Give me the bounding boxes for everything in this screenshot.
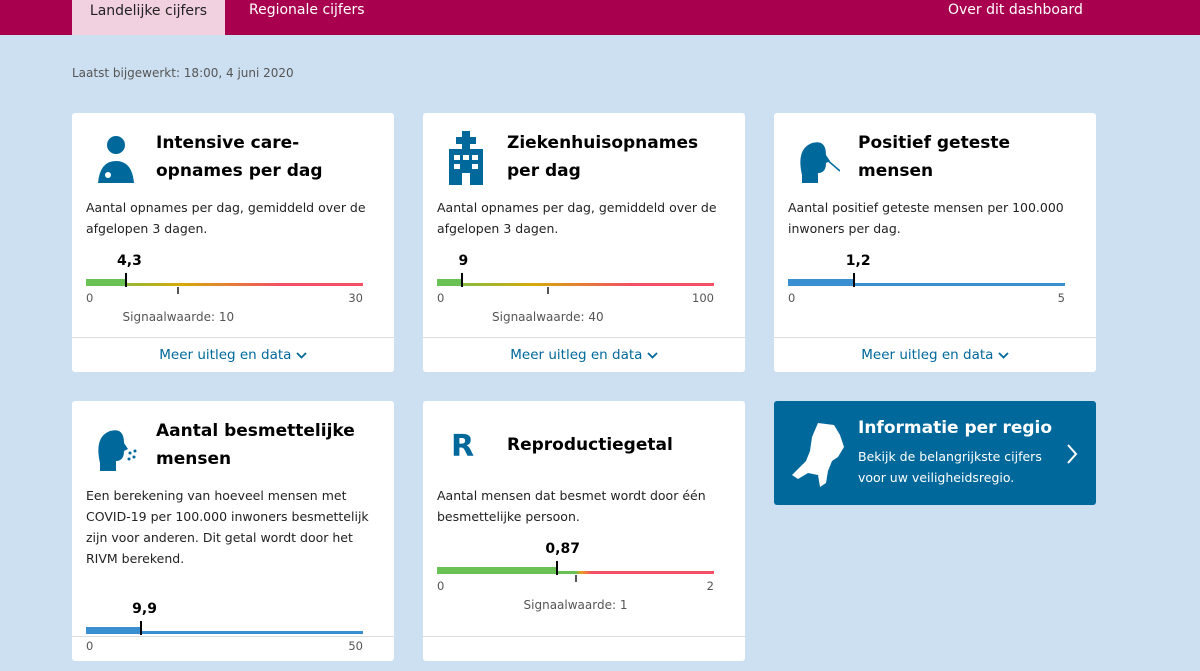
gauge-value: 9,9 — [132, 601, 157, 617]
signal-label: Signaalwaarde: 1 — [523, 598, 628, 612]
chevron-down-icon — [296, 352, 307, 359]
gauge-value-marker — [124, 273, 127, 287]
card-title: Intensive care-opnames per dag — [156, 133, 323, 181]
gauge: 4,3 Signaalwaarde: 10 0 30 — [86, 253, 363, 324]
gauge-fill — [86, 279, 126, 286]
gauge-value: 0,87 — [545, 541, 580, 557]
gauge-value-marker — [460, 273, 463, 287]
gauge-min: 0 — [788, 291, 796, 305]
card-description: Aantal opnames per dag, gemiddeld over d… — [86, 200, 366, 236]
more-info-label: Meer uitleg en data — [510, 347, 643, 363]
card-description: Aantal opnames per dag, gemiddeld over d… — [437, 200, 717, 236]
more-info-button[interactable]: Meer uitleg en data — [423, 337, 745, 372]
gauge-value-marker — [853, 273, 856, 287]
gauge-value-marker — [139, 621, 142, 635]
infectious-person-icon — [94, 419, 138, 473]
region-desc: Bekijk de belangrijkste cijfers voor uw … — [858, 449, 1042, 485]
signal-label: Signaalwaarde: 40 — [492, 310, 604, 324]
chevron-down-icon — [647, 352, 658, 359]
gauge-fill — [86, 627, 141, 634]
card-description: Aantal mensen dat besmet wordt door één … — [437, 488, 706, 524]
gauge: 9 Signaalwaarde: 40 0 100 — [437, 253, 714, 324]
card-title: Ziekenhuisopnames per dag — [507, 133, 699, 181]
tab-landelijke-cijfers[interactable]: Landelijke cijfers — [72, 0, 225, 35]
more-info-button[interactable]: Meer uitleg en data — [774, 337, 1096, 372]
gauge-track — [437, 283, 714, 286]
signal-marker — [546, 287, 549, 294]
gauge-track — [86, 283, 363, 286]
card-footer-divider — [423, 636, 745, 671]
about-dashboard-link[interactable]: Over dit dashboard — [948, 2, 1083, 18]
gauge-max: 100 — [692, 291, 714, 305]
more-info-label: Meer uitleg en data — [861, 347, 994, 363]
signal-label: Signaalwaarde: 10 — [122, 310, 235, 324]
metric-card: Ziekenhuisopnames per dag Aantal opnames … — [423, 113, 745, 372]
more-info-button[interactable]: Meer uitleg en data — [72, 337, 394, 372]
gauge-max: 30 — [348, 291, 363, 305]
doctor-icon — [94, 131, 138, 185]
signal-marker — [574, 575, 577, 582]
card-title: Aantal besmettelijke mensen — [156, 421, 355, 469]
hospital-icon — [445, 131, 489, 185]
metric-card: Intensive care-opnames per dag Aantal opn… — [72, 113, 394, 372]
chevron-down-icon — [998, 352, 1009, 359]
gauge-min: 0 — [437, 579, 445, 593]
more-info-label: Meer uitleg en data — [159, 347, 292, 363]
gauge-max: 5 — [1057, 291, 1065, 305]
card-title: Positief geteste mensen — [858, 133, 1011, 181]
gauge-min: 0 — [86, 291, 94, 305]
card-description: Een berekening van hoeveel mensen met CO… — [86, 488, 369, 566]
last-updated: Laatst bijgewerkt: 18:00, 4 juni 2020 — [72, 66, 294, 80]
gauge-value-marker — [556, 561, 559, 575]
region-title: Informatie per regio — [858, 418, 1053, 438]
signal-marker — [177, 287, 180, 294]
gauge-min: 0 — [437, 291, 445, 305]
metric-card: R Reproductiegetal Aantal mensen dat besme… — [423, 401, 745, 661]
gauge-fill — [437, 279, 462, 286]
gauge-fill — [788, 279, 855, 286]
gauge-value: 1,2 — [845, 253, 871, 269]
gauge-track — [788, 283, 1065, 286]
region-info-card[interactable]: Informatie per regio Bekijk de belangrij… — [774, 401, 1096, 505]
chevron-right-icon — [1067, 444, 1078, 464]
top-nav: Landelijke cijfers Regionale cijfers Ove… — [0, 0, 1200, 35]
gauge: 0,87 Signaalwaarde: 1 0 2 — [437, 541, 714, 612]
metric-card: Positief geteste mensen Aantal positief g… — [774, 113, 1096, 372]
gauge-max: 2 — [706, 579, 714, 593]
gauge-value: 9 — [458, 253, 469, 269]
gauge-value: 4,3 — [117, 253, 142, 269]
card-footer-divider — [72, 636, 394, 671]
gauge: 1,2 0 5 — [788, 253, 1065, 313]
metric-card: Aantal besmettelijke mensen Een berekenin… — [72, 401, 394, 661]
netherlands-map-icon — [792, 423, 844, 487]
gauge-track — [437, 571, 714, 574]
card-title: Reproductiegetal — [507, 435, 673, 455]
r-letter-icon: R — [451, 429, 475, 464]
test-swab-icon — [796, 131, 841, 185]
tab-regionale-cijfers[interactable]: Regionale cijfers — [249, 2, 365, 18]
gauge-fill — [437, 567, 558, 574]
card-description: Aantal positief geteste mensen per 100.0… — [788, 200, 1064, 236]
